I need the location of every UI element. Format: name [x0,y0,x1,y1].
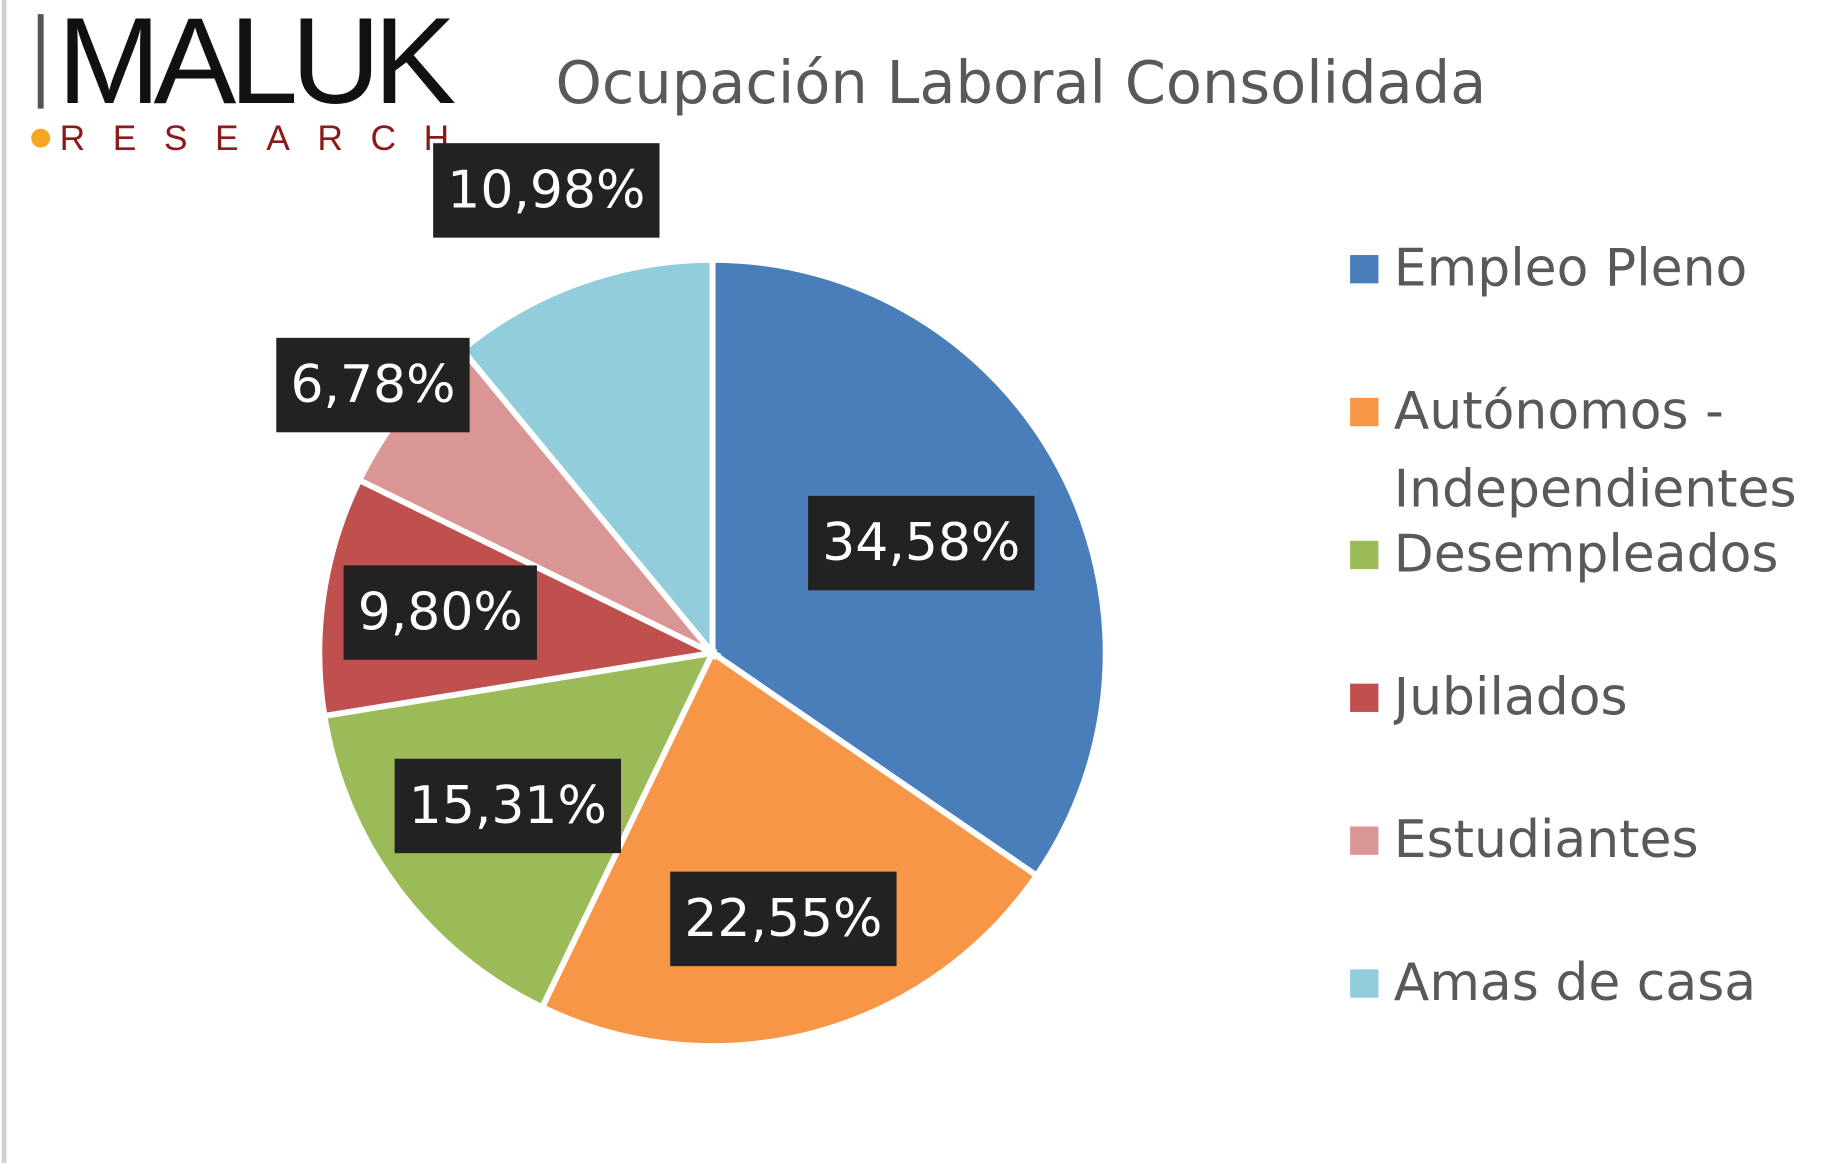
legend-label: Amas de casa [1393,952,1757,1014]
logo-name: MALUK [57,0,455,130]
legend-label: Estudiantes [1393,809,1699,871]
legend-item: Desempleados [1393,524,1779,585]
data-label-text: 34,58% [822,513,1020,573]
data-label-text: 10,98% [447,160,645,220]
chart-title: Ocupación Laboral Consolidada [555,48,1486,117]
data-label: 34,58% [808,495,1035,591]
legend-swatch [1350,255,1379,284]
data-label-box [433,143,660,238]
legend-swatch [1350,683,1379,712]
data-label-box [276,337,470,433]
legend-swatch [1350,969,1379,998]
legend-item: Empleo Pleno [1393,238,1748,299]
legend-item: Autónomos - Independientes [1393,381,1797,520]
data-label: 10,98% [433,143,660,238]
logo-dot [31,128,51,148]
data-label-box [343,565,537,660]
legend-swatch [1350,826,1379,855]
data-label-box [808,495,1035,591]
data-label-box [670,871,897,967]
data-label-text: 22,55% [684,889,882,949]
pie-slice [458,256,716,662]
legend-label: Autónomos - Independientes [1393,381,1797,520]
data-label-text: 15,31% [409,776,607,836]
legend-item: Jubilados [1393,667,1628,728]
data-label: 6,78% [276,337,470,433]
legend-label: Jubilados [1393,667,1628,728]
data-label-text: 6,78% [290,355,455,415]
legend-swatch [1350,540,1379,570]
legend-swatch [1350,397,1379,427]
data-label-box [394,758,621,854]
data-label: 15,31% [394,758,621,854]
data-label: 22,55% [670,871,897,967]
legend-label: Empleo Pleno [1393,238,1748,299]
data-label-text: 9,80% [358,583,523,643]
data-label: 9,80% [343,565,537,660]
legend-item: Amas de casa [1393,952,1757,1014]
legend-item: Estudiantes [1393,809,1699,871]
legend-label: Desempleados [1393,524,1779,585]
